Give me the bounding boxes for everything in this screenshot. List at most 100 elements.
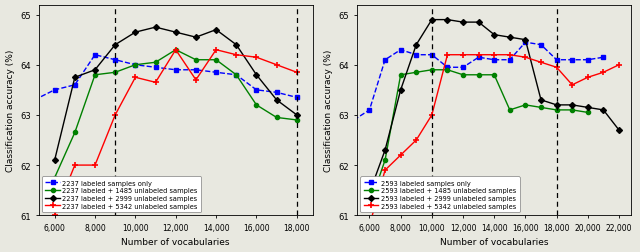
2593 labeled + 1485 unlabeled samples: [365, 204, 373, 207]
2237 labeled + 1485 unlabeled samples: [212, 59, 220, 62]
2593 labeled + 1485 unlabeled samples: [522, 104, 529, 107]
2237 labeled samples only: [253, 89, 260, 92]
2593 labeled + 2999 unlabeled samples: [444, 19, 451, 22]
2593 labeled + 5342 unlabeled samples: [365, 224, 373, 227]
2237 labeled + 5342 unlabeled samples: [111, 114, 119, 117]
2593 labeled + 1485 unlabeled samples: [568, 109, 576, 112]
2237 labeled + 2999 unlabeled samples: [273, 99, 280, 102]
2593 labeled + 5342 unlabeled samples: [397, 154, 404, 157]
2237 labeled + 2999 unlabeled samples: [172, 32, 180, 35]
2593 labeled + 2999 unlabeled samples: [459, 21, 467, 24]
2237 labeled samples only: [91, 54, 99, 57]
2593 labeled + 5342 unlabeled samples: [506, 54, 514, 57]
X-axis label: Number of vocabularies: Number of vocabularies: [440, 237, 548, 246]
2593 labeled + 1485 unlabeled samples: [397, 74, 404, 77]
2593 labeled + 5342 unlabeled samples: [459, 54, 467, 57]
2593 labeled samples only: [428, 54, 436, 57]
2237 labeled samples only: [132, 64, 140, 67]
2593 labeled + 5342 unlabeled samples: [412, 139, 420, 142]
2593 labeled + 1485 unlabeled samples: [381, 159, 389, 162]
Line: 2237 labeled + 2999 unlabeled samples: 2237 labeled + 2999 unlabeled samples: [52, 26, 299, 163]
Line: 2593 labeled + 1485 unlabeled samples: 2593 labeled + 1485 unlabeled samples: [367, 68, 590, 207]
2593 labeled + 2999 unlabeled samples: [381, 149, 389, 152]
2237 labeled samples only: [111, 59, 119, 62]
Legend: 2237 labeled samples only, 2237 labeled + 1485 unlabeled samples, 2237 labeled +: 2237 labeled samples only, 2237 labeled …: [42, 177, 201, 212]
2237 labeled + 2999 unlabeled samples: [71, 76, 79, 79]
2237 labeled + 5342 unlabeled samples: [172, 49, 180, 52]
2237 labeled + 2999 unlabeled samples: [293, 114, 301, 117]
2593 labeled + 5342 unlabeled samples: [444, 54, 451, 57]
2237 labeled + 5342 unlabeled samples: [192, 79, 200, 82]
2237 labeled + 2999 unlabeled samples: [253, 74, 260, 77]
2593 labeled samples only: [568, 59, 576, 62]
2593 labeled + 5342 unlabeled samples: [522, 56, 529, 59]
2237 labeled + 1485 unlabeled samples: [132, 64, 140, 67]
2593 labeled + 2999 unlabeled samples: [397, 89, 404, 92]
2593 labeled samples only: [506, 59, 514, 62]
2237 labeled samples only: [232, 74, 240, 77]
2593 labeled samples only: [381, 59, 389, 62]
2593 labeled samples only: [553, 59, 561, 62]
2593 labeled + 2999 unlabeled samples: [365, 192, 373, 195]
2237 labeled samples only: [31, 99, 38, 102]
2593 labeled samples only: [397, 49, 404, 52]
2237 labeled + 5342 unlabeled samples: [152, 81, 159, 84]
Y-axis label: Classification accuracy (%): Classification accuracy (%): [6, 50, 15, 171]
2593 labeled + 2999 unlabeled samples: [568, 104, 576, 107]
2593 labeled + 1485 unlabeled samples: [584, 111, 591, 114]
2593 labeled samples only: [537, 44, 545, 47]
2237 labeled + 5342 unlabeled samples: [293, 72, 301, 75]
2237 labeled + 1485 unlabeled samples: [152, 61, 159, 65]
2593 labeled + 1485 unlabeled samples: [506, 109, 514, 112]
2593 labeled + 2999 unlabeled samples: [412, 44, 420, 47]
2237 labeled + 2999 unlabeled samples: [132, 32, 140, 35]
2593 labeled + 1485 unlabeled samples: [412, 72, 420, 75]
2237 labeled + 1485 unlabeled samples: [71, 132, 79, 135]
2593 labeled + 5342 unlabeled samples: [428, 114, 436, 117]
2237 labeled samples only: [152, 67, 159, 70]
X-axis label: Number of vocabularies: Number of vocabularies: [122, 237, 230, 246]
2593 labeled samples only: [459, 67, 467, 70]
2593 labeled + 5342 unlabeled samples: [568, 84, 576, 87]
2593 labeled samples only: [444, 67, 451, 70]
2237 labeled + 1485 unlabeled samples: [273, 116, 280, 119]
2593 labeled samples only: [365, 109, 373, 112]
2237 labeled samples only: [71, 84, 79, 87]
2593 labeled + 1485 unlabeled samples: [490, 74, 498, 77]
2237 labeled + 1485 unlabeled samples: [91, 74, 99, 77]
2237 labeled + 5342 unlabeled samples: [232, 54, 240, 57]
2237 labeled + 5342 unlabeled samples: [253, 56, 260, 59]
2593 labeled + 5342 unlabeled samples: [475, 54, 483, 57]
2237 labeled + 2999 unlabeled samples: [192, 37, 200, 40]
2237 labeled + 5342 unlabeled samples: [51, 214, 58, 217]
2593 labeled + 2999 unlabeled samples: [553, 104, 561, 107]
2593 labeled + 5342 unlabeled samples: [584, 76, 591, 79]
2237 labeled + 2999 unlabeled samples: [111, 44, 119, 47]
Line: 2237 labeled + 5342 unlabeled samples: 2237 labeled + 5342 unlabeled samples: [51, 47, 300, 218]
2237 labeled + 1485 unlabeled samples: [293, 119, 301, 122]
2593 labeled + 2999 unlabeled samples: [522, 39, 529, 42]
Line: 2237 labeled + 1485 unlabeled samples: 2237 labeled + 1485 unlabeled samples: [52, 48, 299, 180]
2593 labeled + 1485 unlabeled samples: [475, 74, 483, 77]
2237 labeled + 1485 unlabeled samples: [192, 59, 200, 62]
2237 labeled + 5342 unlabeled samples: [273, 64, 280, 67]
2237 labeled samples only: [192, 69, 200, 72]
2237 labeled + 1485 unlabeled samples: [172, 49, 180, 52]
2237 labeled samples only: [293, 97, 301, 100]
2593 labeled + 1485 unlabeled samples: [428, 69, 436, 72]
2237 labeled + 1485 unlabeled samples: [253, 104, 260, 107]
2237 labeled samples only: [51, 89, 58, 92]
2593 labeled + 2999 unlabeled samples: [490, 34, 498, 37]
2237 labeled + 5342 unlabeled samples: [132, 76, 140, 79]
2593 labeled + 2999 unlabeled samples: [584, 106, 591, 109]
2237 labeled samples only: [212, 72, 220, 75]
Legend: 2593 labeled samples only, 2593 labeled + 1485 unlabeled samples, 2593 labeled +: 2593 labeled samples only, 2593 labeled …: [360, 177, 520, 212]
2237 labeled + 5342 unlabeled samples: [71, 164, 79, 167]
2593 labeled + 5342 unlabeled samples: [615, 64, 623, 67]
2593 labeled + 5342 unlabeled samples: [553, 67, 561, 70]
2237 labeled + 1485 unlabeled samples: [111, 72, 119, 75]
2593 labeled + 1485 unlabeled samples: [553, 109, 561, 112]
2593 labeled samples only: [350, 119, 358, 122]
2593 labeled samples only: [412, 54, 420, 57]
2593 labeled + 2999 unlabeled samples: [506, 37, 514, 40]
